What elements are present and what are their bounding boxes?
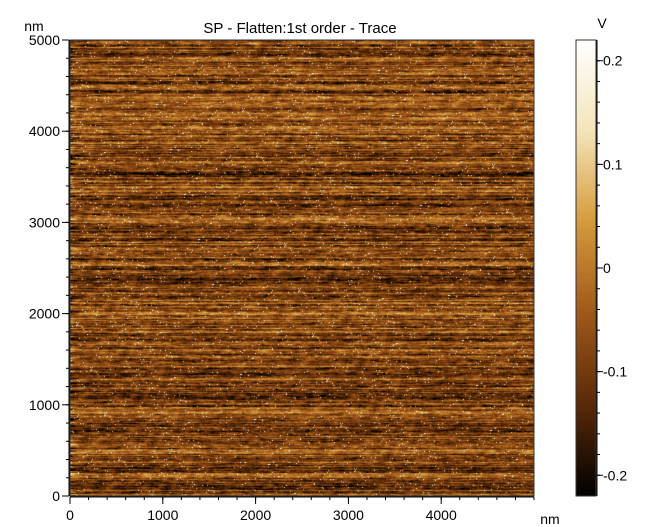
y-tick-label: 3000: [29, 214, 60, 230]
y-tick-label: 2000: [29, 306, 60, 322]
x-tick-label: 1000: [147, 507, 178, 523]
colorbar-axis: -0.2 -0.1 0 0.1 0.2: [596, 40, 627, 496]
chart-title: SP - Flatten:1st order - Trace: [203, 20, 396, 37]
colorbar-tick-label: 0: [603, 260, 611, 276]
colorbar-gradient: [576, 40, 596, 496]
y-tick-label: 4000: [29, 123, 60, 139]
x-tick-label: 3000: [333, 507, 364, 523]
x-tick-label: 4000: [426, 507, 457, 523]
x-tick-label: 2000: [240, 507, 271, 523]
heatmap-image: [70, 40, 534, 496]
x-tick-label: 0: [66, 507, 74, 523]
colorbar-tick-label: 0.1: [603, 156, 623, 172]
colorbar-unit: V: [597, 15, 607, 31]
colorbar-frame: [575, 39, 597, 497]
colorbar-tick-label: 0.2: [603, 53, 623, 69]
y-tick-label: 5000: [29, 32, 60, 48]
plot-frame: [69, 39, 535, 497]
x-axis: 0 1000 2000 3000 4000: [66, 496, 535, 523]
y-axis: 0 1000 2000 3000 4000 5000: [29, 32, 70, 504]
y-tick-label: 1000: [29, 397, 60, 413]
colorbar-tick-label: -0.1: [603, 364, 627, 380]
y-tick-label: 0: [52, 488, 60, 504]
x-axis-unit: nm: [540, 511, 559, 527]
y-axis-unit: nm: [24, 18, 43, 34]
colorbar-tick-label: -0.2: [603, 467, 627, 483]
